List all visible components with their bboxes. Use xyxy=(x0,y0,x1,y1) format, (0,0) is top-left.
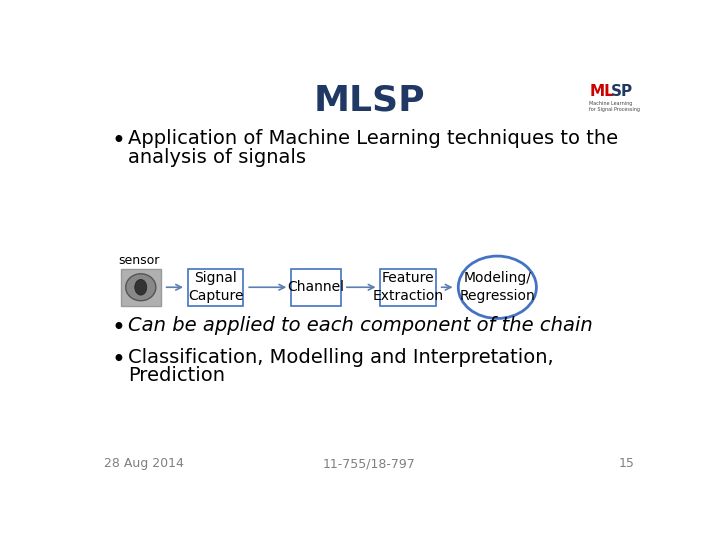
Ellipse shape xyxy=(135,279,147,295)
Text: Classification, Modelling and Interpretation,: Classification, Modelling and Interpreta… xyxy=(128,348,554,367)
Text: Can be applied to each component of the chain: Can be applied to each component of the … xyxy=(128,316,593,335)
Text: analysis of signals: analysis of signals xyxy=(128,148,306,167)
FancyBboxPatch shape xyxy=(121,268,161,306)
Text: ML: ML xyxy=(590,84,614,98)
Text: Modeling/
Regression: Modeling/ Regression xyxy=(459,271,535,303)
FancyBboxPatch shape xyxy=(380,268,436,306)
Text: 15: 15 xyxy=(618,457,634,470)
Text: Machine Learning
for Signal Processing: Machine Learning for Signal Processing xyxy=(590,101,640,112)
Text: •: • xyxy=(111,129,125,153)
Text: Feature
Extraction: Feature Extraction xyxy=(372,271,444,303)
FancyBboxPatch shape xyxy=(291,268,341,306)
Text: 11-755/18-797: 11-755/18-797 xyxy=(323,457,415,470)
Ellipse shape xyxy=(126,274,156,301)
Text: MLSP: MLSP xyxy=(313,83,425,117)
Text: •: • xyxy=(111,316,125,340)
Text: Prediction: Prediction xyxy=(128,366,225,385)
Text: 28 Aug 2014: 28 Aug 2014 xyxy=(104,457,184,470)
Ellipse shape xyxy=(458,256,536,319)
Text: Application of Machine Learning techniques to the: Application of Machine Learning techniqu… xyxy=(128,129,618,149)
Text: sensor: sensor xyxy=(118,254,159,267)
Text: SP: SP xyxy=(611,84,633,98)
FancyBboxPatch shape xyxy=(188,268,243,306)
Text: •: • xyxy=(111,348,125,372)
Text: Channel: Channel xyxy=(287,280,344,294)
Text: Signal
Capture: Signal Capture xyxy=(188,271,243,303)
